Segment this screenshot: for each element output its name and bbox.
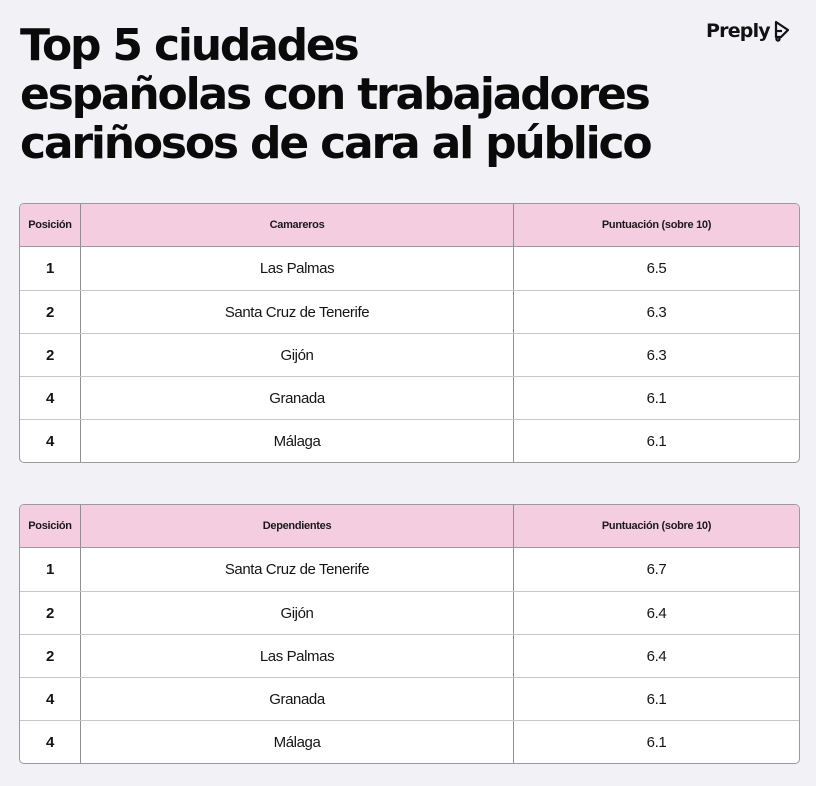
column-header-position: Posición <box>28 520 72 532</box>
table-row: 4 Málaga 6.1 <box>20 419 799 462</box>
table-dependientes: Posición Dependientes Puntuación (sobre … <box>19 504 800 764</box>
table-camareros: Posición Camareros Puntuación (sobre 10)… <box>19 203 800 463</box>
table-row: 2 Gijón 6.3 <box>20 333 799 376</box>
position-cell: 1 <box>46 260 54 277</box>
score-cell: 6.1 <box>513 420 799 462</box>
column-header-score: Puntuación (sobre 10) <box>513 204 799 246</box>
score-cell: 6.1 <box>513 721 799 763</box>
score-cell: 6.7 <box>513 548 799 591</box>
table-row: 4 Granada 6.1 <box>20 376 799 419</box>
score-cell: 6.4 <box>513 592 799 634</box>
city-cell: Las Palmas <box>80 635 513 677</box>
title-line-2: españolas con trabajadores <box>20 69 651 120</box>
city-cell: Granada <box>80 377 513 419</box>
table-header-row: Posición Camareros Puntuación (sobre 10) <box>20 204 799 247</box>
position-cell: 4 <box>46 389 54 407</box>
table-row: 2 Santa Cruz de Tenerife 6.3 <box>20 290 799 333</box>
score-cell: 6.1 <box>513 678 799 720</box>
position-cell: 2 <box>46 604 54 622</box>
preply-heart-icon <box>774 20 789 42</box>
city-cell: Santa Cruz de Tenerife <box>80 291 513 333</box>
table-row: 1 Las Palmas 6.5 <box>20 247 799 290</box>
score-cell: 6.5 <box>513 247 799 290</box>
position-cell: 4 <box>46 690 54 708</box>
city-cell: Gijón <box>80 334 513 376</box>
table-row: 1 Santa Cruz de Tenerife 6.7 <box>20 548 799 591</box>
city-cell: Las Palmas <box>80 247 513 290</box>
position-cell: 4 <box>46 733 54 751</box>
score-cell: 6.3 <box>513 334 799 376</box>
position-cell: 2 <box>46 647 54 665</box>
column-header-category: Camareros <box>80 204 513 246</box>
city-cell: Málaga <box>80 420 513 462</box>
table-row: 2 Las Palmas 6.4 <box>20 634 799 677</box>
score-cell: 6.1 <box>513 377 799 419</box>
position-cell: 1 <box>46 561 54 578</box>
page-title: Top 5 ciudades españolas con trabajadore… <box>20 21 720 168</box>
preply-logo: Preply <box>706 20 791 42</box>
column-header-position: Posición <box>28 219 72 231</box>
score-cell: 6.3 <box>513 291 799 333</box>
title-line-3: cariñosos de cara al público <box>20 118 653 169</box>
logo-text: Preply <box>706 20 771 42</box>
table-row: 4 Granada 6.1 <box>20 677 799 720</box>
table-header-row: Posición Dependientes Puntuación (sobre … <box>20 505 799 548</box>
column-header-score: Puntuación (sobre 10) <box>513 505 799 547</box>
position-cell: 2 <box>46 303 54 321</box>
table-row: 4 Málaga 6.1 <box>20 720 799 763</box>
city-cell: Santa Cruz de Tenerife <box>80 548 513 591</box>
position-cell: 2 <box>46 346 54 364</box>
column-header-category: Dependientes <box>80 505 513 547</box>
city-cell: Gijón <box>80 592 513 634</box>
city-cell: Málaga <box>80 721 513 763</box>
title-line-1: Top 5 ciudades <box>20 20 360 71</box>
score-cell: 6.4 <box>513 635 799 677</box>
table-row: 2 Gijón 6.4 <box>20 591 799 634</box>
position-cell: 4 <box>46 432 54 450</box>
city-cell: Granada <box>80 678 513 720</box>
